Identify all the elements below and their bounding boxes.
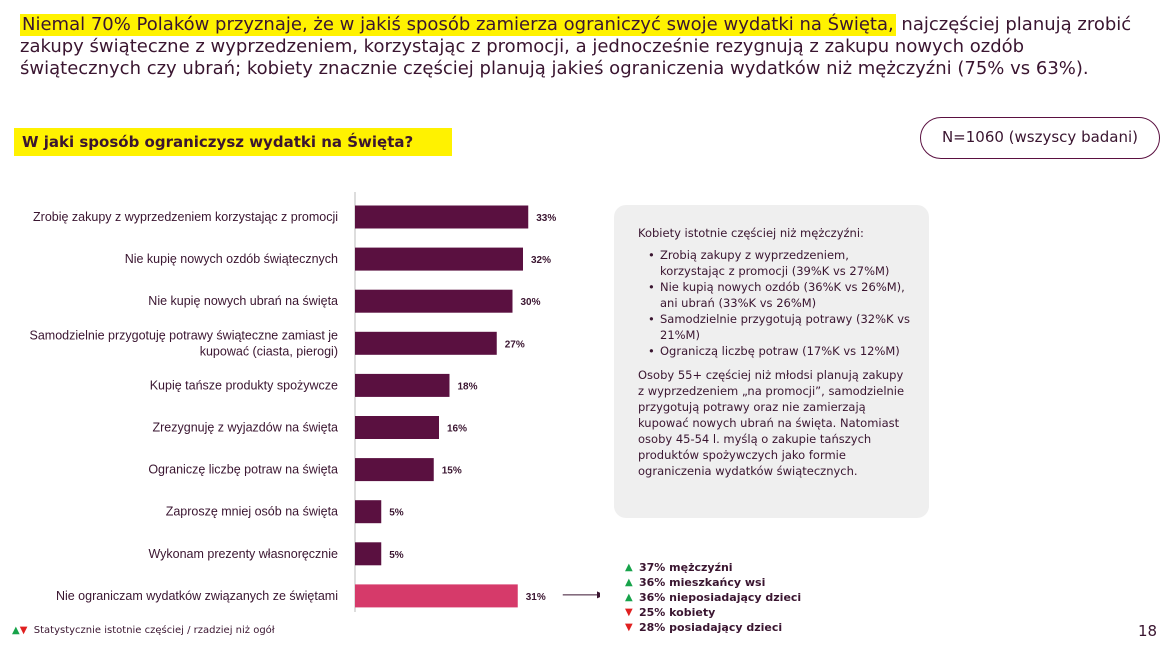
headline-rest: najczęściej planują zrobić zakupy świąte… (20, 14, 1132, 79)
bar (355, 373, 450, 397)
headline: Niemal 70% Polaków przyznaje, że w jakiś… (20, 14, 1140, 80)
demographic-item: ▲ 36% mieszkańcy wsi (625, 575, 825, 590)
insight-paragraph: Osoby 55+ częściej niż młodsi planują za… (638, 368, 905, 478)
bar (355, 542, 382, 566)
category-label: kupować (ciasta, pierogi) (200, 344, 338, 358)
bar (355, 205, 529, 229)
category-label: Samodzielnie przygotuję potrawy świątecz… (30, 328, 339, 342)
data-label: 27% (505, 339, 525, 350)
insight-bullet: Ograniczą liczbę potraw (17%K vs 12%M) (638, 343, 911, 359)
insight-bullets: Zrobią zakupy z wyprzedzeniem, korzystaj… (638, 247, 911, 359)
sample-size-badge: N=1060 (wszyscy badani) (920, 117, 1160, 159)
insight-box: Kobiety istotnie częściej niż mężczyźni:… (614, 205, 929, 518)
data-label: 5% (389, 508, 404, 519)
data-label: 5% (389, 550, 404, 561)
insight-bullet: Samodzielnie przygotują potrawy (32%K vs… (638, 311, 911, 343)
category-label: Nie kupię nowych ozdób świątecznych (125, 252, 338, 266)
demographic-text: 28% posiadający dzieci (639, 621, 783, 634)
bar (355, 289, 513, 313)
demographic-item: ▼ 25% kobiety (625, 605, 825, 620)
bar-chart: 33% Zrobię zakupy z wyprzedzeniem korzyst… (30, 192, 600, 612)
data-label: 18% (458, 381, 478, 392)
category-label: Wykonam prezenty własnoręcznie (148, 547, 338, 561)
triangle-down-icon: ▼ (19, 625, 28, 636)
bar (355, 331, 497, 355)
demographic-breakdown: ▲ 37% mężczyźni ▲ 36% mieszkańcy wsi ▲ 36% … (625, 560, 825, 635)
headline-highlight: Niemal 70% Polaków przyznaje, że w jakiś… (20, 14, 896, 36)
category-label: Kupię tańsze produkty spożywcze (150, 378, 338, 392)
demographic-text: 36% nieposiadający dzieci (639, 591, 802, 604)
triangle-up-icon: ▲ (12, 625, 20, 636)
insight-bullet: Zrobią zakupy z wyprzedzeniem, korzystaj… (638, 247, 911, 279)
demographic-item: ▼ 28% posiadający dzieci (625, 620, 825, 635)
bar (355, 584, 518, 608)
data-label: 30% (521, 297, 541, 308)
insight-intro: Kobiety istotnie częściej niż mężczyźni: (638, 226, 864, 240)
data-label: 33% (536, 213, 556, 224)
data-label: 31% (526, 592, 546, 603)
demographic-text: 36% mieszkańcy wsi (639, 576, 766, 589)
category-label: Nie kupię nowych ubrań na święta (148, 294, 338, 308)
demographic-text: 25% kobiety (639, 606, 716, 619)
demographic-text: 37% mężczyźni (639, 561, 733, 574)
category-label: Zaproszę mniej osób na święta (166, 505, 338, 519)
category-label: Ograniczę liczbę potraw na święta (148, 463, 338, 477)
question-title: W jaki sposób ograniczysz wydatki na Świ… (14, 128, 452, 156)
bar (355, 416, 439, 439)
triangle-down-icon: ▼ (625, 607, 633, 618)
insight-bullet: Nie kupią nowych ozdób (36%K vs 26%M), a… (638, 279, 911, 311)
data-label: 16% (447, 424, 467, 435)
bar (355, 247, 523, 271)
footnote: ▲▼ Statystycznie istotnie częściej / rza… (12, 625, 275, 636)
triangle-up-icon: ▲ (625, 577, 633, 588)
demographic-item: ▲ 36% nieposiadający dzieci (625, 590, 825, 605)
data-label: 32% (531, 255, 551, 266)
demographic-item: ▲ 37% mężczyźni (625, 560, 825, 575)
category-label: Zrezygnuję z wyjazdów na święta (153, 421, 339, 435)
triangle-up-icon: ▲ (625, 562, 633, 573)
category-label: Nie ograniczam wydatków związanych ze św… (56, 589, 338, 603)
arrow-head-icon (597, 591, 600, 599)
category-label: Zrobię zakupy z wyprzedzeniem korzystają… (33, 210, 338, 224)
bar (355, 458, 434, 482)
footnote-text: Statystycznie istotnie częściej / rzadzi… (33, 625, 275, 636)
triangle-up-icon: ▲ (625, 592, 633, 603)
page-number: 18 (1138, 622, 1158, 640)
bar (355, 500, 382, 524)
data-label: 15% (442, 466, 462, 477)
triangle-down-icon: ▼ (625, 622, 633, 633)
